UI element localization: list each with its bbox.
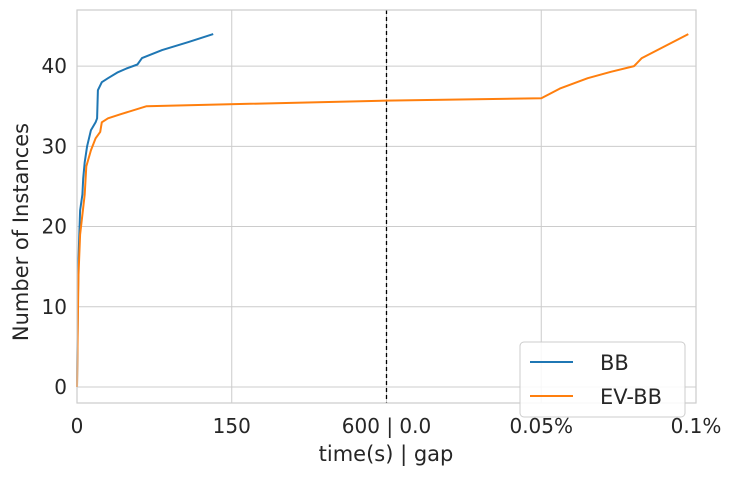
y-tick-label: 10: [42, 295, 67, 319]
x-tick-label: 600 | 0.0: [342, 414, 431, 438]
legend: BB EV-BB: [519, 341, 686, 418]
y-axis-label: Number of Instances: [9, 123, 33, 341]
x-tick-label: 150: [213, 414, 251, 438]
x-tick-label: 0: [71, 414, 84, 438]
x-tick-label: 0.05%: [509, 414, 573, 438]
series-layer: [76, 33, 689, 388]
legend-label-bb: BB: [600, 351, 629, 375]
x-axis-label: time(s) | gap: [319, 442, 454, 467]
series-line-ev-bb: [76, 33, 689, 388]
y-tick-label: 40: [42, 54, 67, 78]
x-tick-labels: 0 150 600 | 0.0 0.05% 0.1%: [71, 414, 722, 438]
y-tick-label: 20: [42, 215, 67, 239]
legend-label-ev-bb: EV-BB: [600, 385, 662, 409]
legend-box: [519, 341, 686, 418]
plot-frame: [76, 9, 697, 404]
x-tick-label: 0.1%: [671, 414, 722, 438]
y-tick-label: 0: [54, 375, 67, 399]
series-line-bb: [76, 33, 214, 388]
y-tick-labels: 0 10 20 30 40: [42, 54, 67, 399]
y-tick-label: 30: [42, 134, 67, 158]
